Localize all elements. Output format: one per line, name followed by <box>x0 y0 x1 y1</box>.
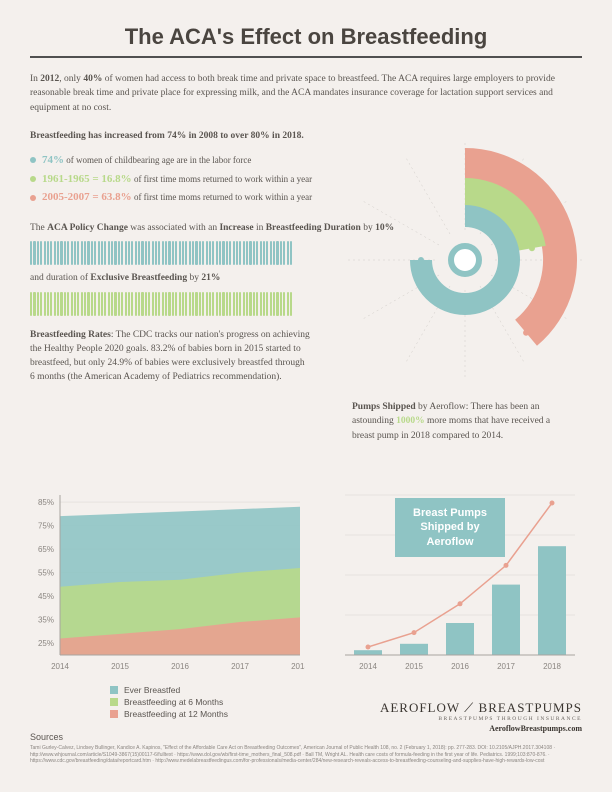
donut-chart <box>340 120 590 380</box>
pumps-paragraph: Pumps Shipped by Aeroflow: There has bee… <box>352 400 572 443</box>
svg-text:2016: 2016 <box>171 662 189 671</box>
sources-heading: Sources <box>30 732 63 742</box>
svg-text:35%: 35% <box>38 616 54 625</box>
svg-text:2016: 2016 <box>451 662 469 671</box>
legend: Ever Breastfed Breastfeeding at 6 Months B… <box>110 685 228 721</box>
svg-text:55%: 55% <box>38 569 54 578</box>
bar-chart: 2014 2015 2016 2017 2018 Breast Pumps Shippe… <box>335 490 580 685</box>
svg-text:45%: 45% <box>38 592 54 601</box>
intro-paragraph: In 2012, only 40% of women had access to… <box>30 72 582 115</box>
bar-chart-title: Breast Pumps Shipped by Aeroflow <box>395 498 505 557</box>
svg-text:2018: 2018 <box>291 662 305 671</box>
svg-text:2017: 2017 <box>497 662 515 671</box>
svg-text:2017: 2017 <box>231 662 249 671</box>
logo-subtitle: BREASTPUMPS THROUGH INSURANCE <box>380 716 582 722</box>
area-chart: 25% 35% 45% 55% 65% 75% 85% 2014 2015 2016 2017 201… <box>30 490 305 685</box>
svg-text:2015: 2015 <box>111 662 129 671</box>
logo-brand: AEROFLOW ⟋ BREASTPUMPS <box>380 700 582 716</box>
rates-paragraph: Breastfeeding Rates: The CDC tracks our … <box>30 328 310 385</box>
svg-text:2018: 2018 <box>543 662 561 671</box>
page-title: The ACA's Effect on Breastfeeding <box>30 24 582 58</box>
svg-text:25%: 25% <box>38 639 54 648</box>
logo: AEROFLOW ⟋ BREASTPUMPS BREASTPUMPS THROU… <box>380 700 582 733</box>
svg-text:2015: 2015 <box>405 662 423 671</box>
svg-text:2014: 2014 <box>51 662 69 671</box>
legend-item: Breastfeeding at 12 Months <box>110 709 228 719</box>
sources-text: Tami Gurley-Calvez, Lindsey Bullinger, K… <box>30 745 582 765</box>
svg-text:65%: 65% <box>38 545 54 554</box>
svg-text:2014: 2014 <box>359 662 377 671</box>
svg-text:85%: 85% <box>38 498 54 507</box>
legend-item: Ever Breastfed <box>110 685 228 695</box>
legend-item: Breastfeeding at 6 Months <box>110 697 228 707</box>
logo-url: AeroflowBreastpumps.com <box>380 724 582 733</box>
svg-text:75%: 75% <box>38 522 54 531</box>
